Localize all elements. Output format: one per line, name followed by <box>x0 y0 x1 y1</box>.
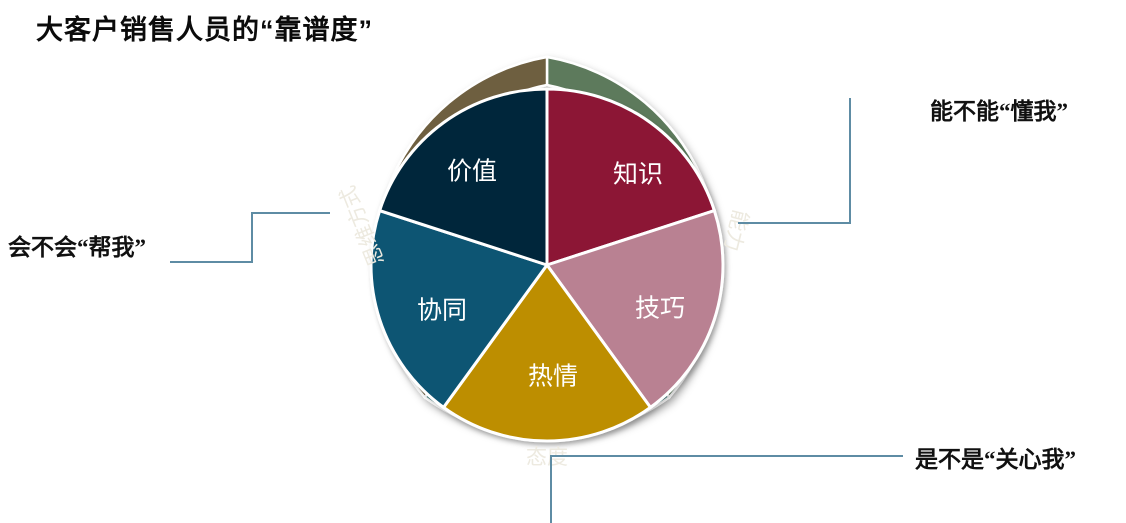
pie-slice-passion[interactable] <box>441 262 653 443</box>
pie-slice-collaboration[interactable] <box>369 208 550 410</box>
pie-slice-skill[interactable] <box>544 208 725 410</box>
page-title: 大客户销售人员的“靠谱度” <box>36 15 373 45</box>
connector-help <box>170 212 330 263</box>
pie-label-value: 价值 <box>447 158 497 186</box>
donut-pie-chart: 知识 技巧 热情 协同 价值 能力 态度 思维方式 <box>335 55 753 469</box>
inner-pie <box>369 87 725 443</box>
ring-label-attitude: 态度 <box>526 445 568 469</box>
pie-label-skill: 技巧 <box>635 295 685 323</box>
callout-care[interactable]: 是不是“关心我” <box>915 447 1076 472</box>
pie-label-collaboration: 协同 <box>417 297 467 325</box>
ring-label-ability: 能力 <box>719 207 752 254</box>
pie-slice-knowledge[interactable] <box>545 87 717 268</box>
callout-help[interactable]: 会不会“帮我” <box>8 235 146 260</box>
pie-label-passion: 热情 <box>528 363 578 391</box>
pie-labels: 知识 技巧 热情 协同 价值 <box>417 158 685 391</box>
pie-slice-value[interactable] <box>377 87 549 268</box>
callout-understand[interactable]: 能不能“懂我” <box>930 99 1068 124</box>
pie-label-knowledge: 知识 <box>613 161 663 189</box>
